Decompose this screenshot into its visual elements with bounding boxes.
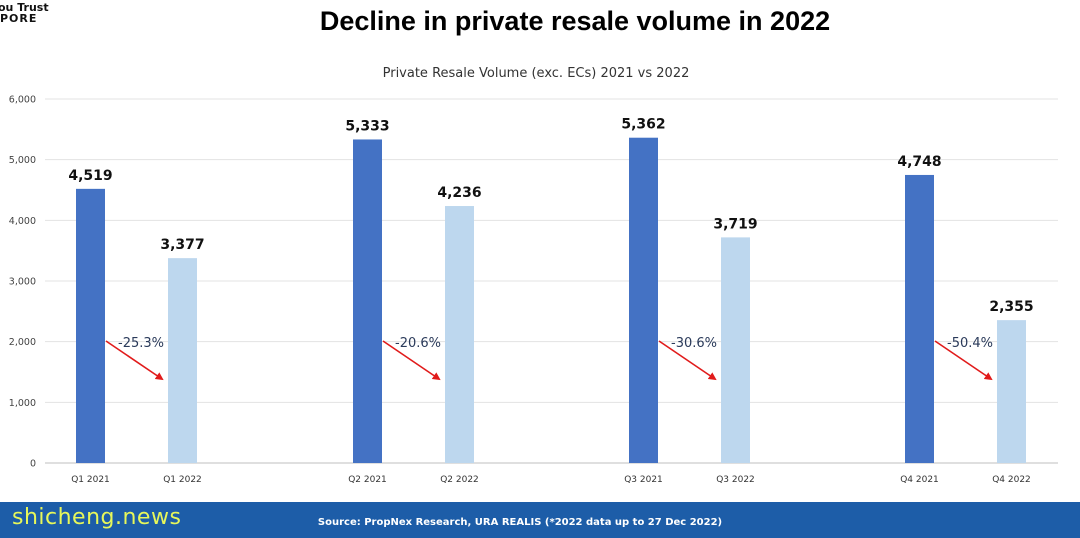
y-axis-ticks: 0 1,000 2,000 3,000 4,000 5,000 6,000 <box>9 95 36 470</box>
change-label: -50.4% <box>947 336 993 351</box>
data-label: 4,236 <box>437 185 481 201</box>
data-label: 5,362 <box>621 117 665 133</box>
chart-title: Private Resale Volume (exc. ECs) 2021 vs… <box>382 66 690 81</box>
bar <box>353 139 382 463</box>
gridlines <box>45 98 1058 464</box>
decline-arrow <box>105 340 164 381</box>
data-labels: 4,519 3,377 5,333 4,236 5,362 3,719 4,748 2,355 <box>68 117 1033 315</box>
bar <box>721 237 750 463</box>
data-label: 2,355 <box>989 299 1033 315</box>
y-tick-label: 5,000 <box>9 155 36 166</box>
bar <box>168 258 197 463</box>
data-label: 3,719 <box>713 216 757 232</box>
y-tick-label: 1,000 <box>9 398 36 409</box>
change-label: -25.3% <box>118 336 164 351</box>
x-tick-label: Q3 2021 <box>624 475 663 485</box>
bar <box>997 320 1026 463</box>
logo-text-line1: ou Trust <box>0 1 49 14</box>
bar <box>629 137 658 464</box>
decline-arrow <box>382 340 441 381</box>
x-tick-label: Q3 2022 <box>716 475 755 485</box>
data-label: 4,748 <box>897 154 941 170</box>
watermark-text: shicheng.news <box>12 505 182 530</box>
y-tick-label: 6,000 <box>9 95 36 106</box>
x-tick-label: Q4 2022 <box>992 475 1031 485</box>
change-label: -30.6% <box>671 336 717 351</box>
x-tick-label: Q2 2022 <box>440 475 479 485</box>
data-label: 4,519 <box>68 168 112 184</box>
bar <box>445 206 474 464</box>
x-axis-ticks: Q1 2021 Q1 2022 Q2 2021 Q2 2022 Q3 2021 Q3 20… <box>71 475 1031 485</box>
decline-arrow <box>658 340 717 381</box>
change-annotations: -25.3% -20.6% -30.6% -50.4% <box>105 336 993 381</box>
y-tick-label: 4,000 <box>9 216 36 227</box>
x-tick-label: Q4 2021 <box>900 475 939 485</box>
x-tick-label: Q1 2022 <box>163 475 202 485</box>
brand-logo: ou Trust PORE <box>0 2 49 24</box>
decline-arrow <box>934 340 993 381</box>
bars <box>76 137 1026 464</box>
page-title: Decline in private resale volume in 2022 <box>319 6 831 36</box>
bar-chart: 0 1,000 2,000 3,000 4,000 5,000 6,000 4,519 3,3… <box>9 95 1058 485</box>
change-label: -20.6% <box>395 336 441 351</box>
footer-bar: shicheng.news Source: PropNex Research, … <box>0 502 1080 538</box>
data-label: 3,377 <box>160 237 204 253</box>
data-label: 5,333 <box>345 118 389 134</box>
y-tick-label: 0 <box>30 459 36 470</box>
x-tick-label: Q2 2021 <box>348 475 387 485</box>
bar <box>905 174 934 464</box>
x-tick-label: Q1 2021 <box>71 475 110 485</box>
logo-text-line2: PORE <box>0 12 38 25</box>
source-note: Source: PropNex Research, URA REALIS (*2… <box>317 517 723 528</box>
y-tick-label: 3,000 <box>9 277 36 288</box>
y-tick-label: 2,000 <box>9 337 36 348</box>
bar <box>76 188 105 463</box>
